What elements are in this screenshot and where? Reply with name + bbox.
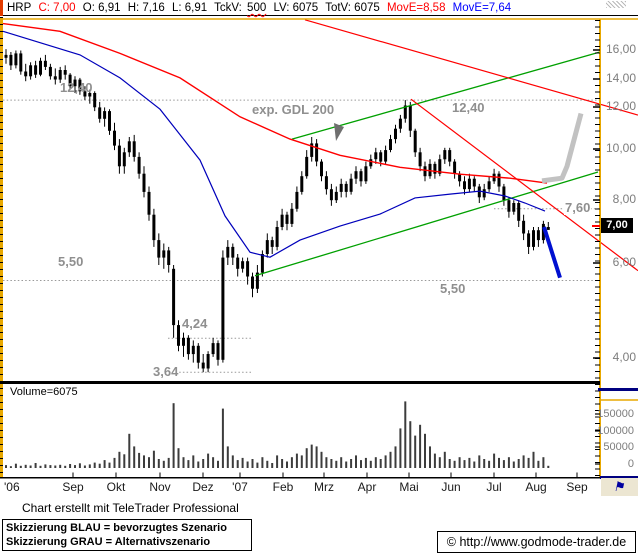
high-value: H: 7,16 <box>127 2 165 14</box>
tickvol-value: 500 <box>247 2 267 14</box>
scenario-legend-line2: Skizzierung GRAU = Alternativszenario <box>6 536 211 548</box>
level-label-550-mid: 5,50 <box>440 281 466 296</box>
level-label-1240-mid: 12,40 <box>452 100 485 115</box>
quote-header: HRP C: 7,00 O: 6,91 H: 7,16 L: 6,91 TckV… <box>0 0 638 16</box>
level-label-760: 7,60 <box>564 200 592 215</box>
month-label: Dez <box>192 480 214 494</box>
gdl200-annotation: exp. GDL 200 <box>252 102 335 117</box>
header-left-marker <box>0 0 3 16</box>
low-value: L: 6,91 <box>171 2 208 14</box>
scenario-sketches <box>541 112 584 279</box>
open-value: O: 6,91 <box>82 2 121 14</box>
lastvol-value: LV: 6075 <box>273 2 319 14</box>
scenario-legend-line1: Skizzierung BLAU = bevorzugtes Szenario <box>6 522 227 534</box>
month-label: Jul <box>486 480 502 494</box>
volume-tick-label: 100000 <box>597 425 634 437</box>
totalvol-value: TotV: 6075 <box>325 2 380 14</box>
month-label: Jun <box>441 480 461 494</box>
volume-series <box>5 401 550 468</box>
level-label-550-left: 5,50 <box>58 254 84 269</box>
current-price-tag: 7,00 <box>601 218 633 233</box>
price-tick-label: 12,00 <box>605 99 636 113</box>
close-value: C: 7,00 <box>38 2 76 14</box>
candlestick-series <box>4 49 550 373</box>
price-tick-label: 14,00 <box>605 71 636 85</box>
month-label: Mai <box>399 480 419 494</box>
volume-tick-label: 50000 <box>603 441 634 453</box>
month-label: Apr <box>357 480 377 494</box>
chart-canvas <box>0 17 638 479</box>
volume-tick-label: 0 <box>627 458 634 470</box>
url-link[interactable]: © http://www.godmode-trader.de <box>437 531 636 553</box>
price-tick-label: 8,00 <box>612 192 636 206</box>
corner-decoration <box>606 1 626 8</box>
symbol-label: HRP <box>7 2 32 14</box>
month-label: Nov <box>149 480 171 494</box>
price-tick-label: 6,00 <box>612 255 636 269</box>
chart-credit-note: Chart erstellt mit TeleTrader Profession… <box>22 501 239 515</box>
level-label-424: 4,24 <box>182 316 208 331</box>
level-label-364: 3,64 <box>152 364 180 379</box>
volume-panel-title: Volume=6075 <box>8 386 80 398</box>
level-label-1240-left: 12,40 <box>60 80 93 95</box>
flag-icon: ⚑ <box>612 479 627 494</box>
support-resistance-levels <box>3 99 600 373</box>
month-label: Sep <box>566 480 588 494</box>
month-label: '07 <box>232 480 248 494</box>
month-label: '06 <box>4 480 20 494</box>
tickvol-label: TckV: <box>214 2 242 14</box>
price-tick-label: 10,00 <box>605 141 636 155</box>
axes-frame <box>0 17 638 479</box>
month-label: Sep <box>62 480 84 494</box>
volume-tick-label: 150000 <box>597 408 634 420</box>
month-label: Okt <box>106 480 126 494</box>
flag-button[interactable]: ⚑ <box>601 478 638 496</box>
mov-blue-value: MovE=7,64 <box>452 2 512 14</box>
month-label: Feb <box>272 480 294 494</box>
month-label: Aug <box>525 480 547 494</box>
gdl200-arrow-icon <box>334 123 344 141</box>
month-label: Mrz <box>314 480 334 494</box>
price-tick-label: 16,00 <box>605 42 636 56</box>
mov-red-value: MovE=8,58 <box>386 2 446 14</box>
price-tick-label: 4,00 <box>612 350 636 364</box>
scenario-legend: Skizzierung BLAU = bevorzugtes Szenario … <box>2 519 252 551</box>
